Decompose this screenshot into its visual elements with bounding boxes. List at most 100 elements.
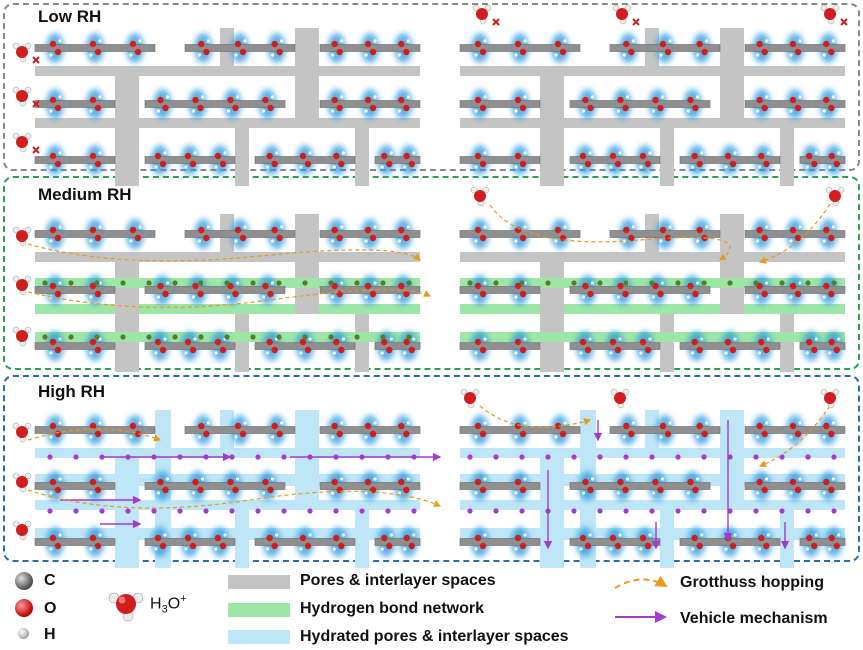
water-oxygen [823, 282, 830, 290]
water-oxygen [157, 96, 164, 104]
water-oxygen [381, 152, 388, 160]
water-oxygen [617, 478, 624, 486]
water-oxygen [403, 534, 410, 542]
network-water [359, 508, 365, 514]
water-oxygen [761, 290, 768, 298]
water-oxygen [403, 430, 410, 438]
hydronium-o: O [167, 595, 181, 613]
water-oxygen [623, 422, 630, 430]
water-hydrogen [331, 295, 335, 299]
network-water [281, 454, 287, 460]
water-hydrogen [331, 53, 335, 57]
network-water [675, 508, 681, 514]
water-hydrogen [138, 39, 142, 43]
graphene-sheet [744, 33, 846, 63]
water-oxygen [398, 96, 405, 104]
water-hydrogen [483, 151, 487, 155]
hbond-swatch [228, 603, 290, 617]
sheet-bar [459, 100, 541, 108]
water-oxygen [159, 542, 167, 550]
network-water [354, 334, 360, 340]
water-oxygen [659, 40, 667, 48]
water-hydrogen [341, 337, 345, 341]
ion-oxygen [16, 230, 28, 242]
water-oxygen [579, 534, 587, 542]
legend-grotthuss-label: Grotthuss hopping [680, 574, 824, 591]
graphene-sheet [799, 145, 846, 175]
water-oxygen [403, 338, 410, 346]
graphene-sheet [459, 527, 541, 557]
hydronium-ion [12, 42, 40, 64]
water-hydrogen [235, 477, 240, 481]
water-oxygen [262, 478, 269, 486]
water-hydrogen [789, 295, 793, 299]
water-hydrogen [700, 337, 704, 341]
hydronium-ion [12, 132, 40, 154]
graphene-sheet [254, 527, 356, 557]
network-water [831, 508, 837, 514]
water-oxygen [514, 96, 522, 104]
sheet-bar [34, 538, 116, 546]
block-mark [840, 18, 848, 26]
water-hydrogen [523, 95, 527, 99]
water-oxygen [519, 430, 527, 438]
water-oxygen [763, 160, 770, 168]
water-oxygen [331, 40, 338, 48]
graphene-sheet [569, 471, 711, 501]
network-water [519, 508, 525, 514]
water-oxygen [94, 346, 102, 354]
water-oxygen [219, 346, 227, 354]
water-oxygen [271, 346, 278, 354]
network-water [597, 508, 603, 514]
legend-vehicle-label: Vehicle mechanism [680, 610, 828, 627]
network-water [73, 508, 79, 514]
water-oxygen [336, 430, 343, 438]
hydronium-ion [12, 226, 32, 247]
water-oxygen [227, 96, 234, 104]
water-oxygen [369, 430, 377, 438]
water-hydrogen [98, 533, 102, 537]
water-hydrogen [299, 165, 303, 169]
water-oxygen [129, 422, 137, 430]
water-hydrogen [765, 281, 769, 285]
water-oxygen [692, 486, 699, 494]
water-oxygen [89, 40, 97, 48]
vertical-pore [295, 214, 319, 314]
water-hydrogen [373, 95, 377, 99]
water-hydrogen [514, 53, 518, 57]
graphene-sheet [34, 33, 156, 63]
water-hydrogen [364, 491, 368, 495]
water-hydrogen [822, 435, 826, 439]
ion-oxygen [16, 476, 28, 488]
water-oxygen [628, 430, 635, 438]
water-oxygen [239, 48, 247, 56]
water-oxygen [157, 478, 164, 486]
water-oxygen [369, 290, 377, 298]
water-oxygen [304, 346, 312, 354]
water-oxygen [134, 430, 142, 438]
water-hydrogen [340, 421, 344, 425]
graphene-sheet [144, 275, 286, 305]
water-hydrogen [724, 351, 728, 355]
ion-hydrogen [482, 186, 490, 194]
water-hydrogen [89, 435, 93, 439]
hydronium-ion [12, 472, 32, 493]
graphene-sheet [799, 527, 846, 557]
water-hydrogen [406, 477, 410, 481]
horizontal-pore [460, 118, 845, 128]
water-hydrogen [156, 109, 161, 113]
ion-oxygen [16, 90, 28, 102]
water-hydrogen [89, 547, 93, 551]
water-hydrogen [581, 491, 586, 495]
water-hydrogen [514, 547, 518, 551]
water-hydrogen [412, 337, 416, 341]
hydronium-ion [460, 388, 480, 409]
network-water [229, 454, 235, 460]
water-hydrogen [579, 165, 583, 169]
water-hydrogen [154, 165, 158, 169]
water-hydrogen [668, 225, 672, 229]
water-oxygen [828, 234, 835, 242]
water-hydrogen [474, 435, 478, 439]
hydronium-h: H [150, 595, 162, 613]
network-water [172, 280, 178, 286]
